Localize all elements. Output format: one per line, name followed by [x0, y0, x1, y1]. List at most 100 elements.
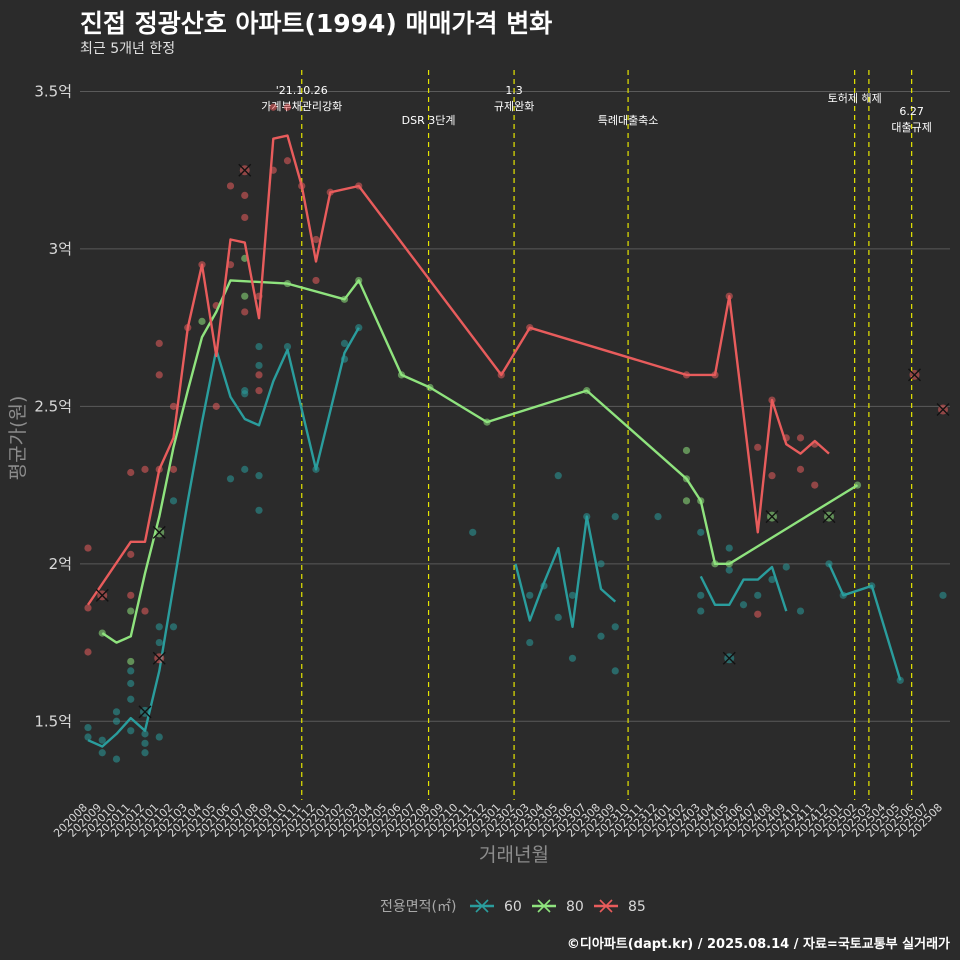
- point-85: [754, 443, 762, 451]
- x-axis-title: 거래년월: [479, 844, 549, 866]
- point-85: [169, 402, 178, 410]
- point-60: [155, 733, 163, 741]
- point-60: [127, 695, 135, 703]
- point-60: [611, 512, 619, 521]
- legend-label-80: 80: [566, 899, 584, 915]
- point-85: [241, 191, 249, 200]
- chart-subtitle: 최근 5개년 한정: [80, 41, 176, 57]
- point-80: [198, 317, 206, 325]
- line-80: [101, 279, 859, 644]
- point-80: [682, 497, 691, 505]
- point-60: [155, 638, 163, 647]
- point-60: [241, 387, 249, 395]
- line-60: [87, 327, 360, 748]
- point-60: [725, 566, 733, 574]
- legend-mark-85: [599, 899, 613, 913]
- point-60: [697, 607, 705, 615]
- cancelled-cross-60: [138, 705, 152, 719]
- cancelled-marks: [95, 163, 950, 719]
- point-60: [112, 708, 121, 716]
- cancelled-cross-80: [765, 510, 779, 524]
- event-label: 가계부채관리강화: [261, 100, 342, 113]
- line-60: [827, 563, 902, 681]
- event-label: DSR 3단계: [402, 114, 456, 127]
- point-60: [255, 472, 263, 480]
- point-85: [127, 550, 135, 558]
- point-60: [141, 730, 149, 738]
- point-85: [84, 604, 92, 612]
- cancelled-cross-60: [722, 651, 736, 665]
- event-label: 토허제 해제: [828, 91, 882, 105]
- point-60: [127, 679, 135, 688]
- point-60: [283, 342, 292, 351]
- point-85: [127, 591, 135, 599]
- event-label: 1.3: [505, 84, 523, 97]
- cancelled-cross-80: [822, 510, 836, 524]
- cancelled-cross-85: [936, 403, 950, 417]
- cancelled-cross-85: [238, 163, 252, 177]
- point-85: [312, 235, 320, 244]
- point-60: [611, 623, 619, 631]
- x-axis-ticks: 2020082020092020102020112020122021012021…: [51, 801, 945, 840]
- point-85: [169, 465, 178, 473]
- line-60: [699, 565, 788, 612]
- point-85: [226, 182, 235, 190]
- grid: [80, 90, 950, 722]
- point-85: [768, 472, 776, 480]
- point-85: [84, 544, 92, 552]
- point-60: [98, 736, 106, 744]
- event-label: 특례대출축소: [598, 114, 659, 127]
- point-60: [768, 575, 776, 584]
- point-80: [127, 657, 135, 666]
- point-60: [611, 667, 619, 675]
- point-85: [127, 468, 135, 477]
- point-60: [127, 727, 135, 735]
- line-60: [514, 515, 617, 628]
- point-85: [796, 465, 805, 473]
- point-60: [568, 591, 577, 599]
- point-60: [340, 339, 349, 348]
- cancelled-cross-80: [152, 525, 166, 539]
- point-60: [127, 667, 135, 675]
- point-80: [682, 446, 691, 455]
- legend-label-85: 85: [628, 899, 646, 915]
- point-85: [283, 103, 292, 111]
- point-60: [141, 749, 149, 757]
- chart-title: 진접 정광산호 아파트(1994) 매매가격 변화: [80, 9, 553, 38]
- event-label: 대출규제: [891, 121, 931, 134]
- series-lines: [87, 134, 902, 748]
- point-60: [255, 361, 263, 370]
- point-80: [127, 607, 135, 615]
- point-85: [312, 276, 320, 285]
- point-60: [112, 717, 121, 725]
- point-60: [169, 497, 178, 505]
- point-85: [141, 607, 149, 615]
- event-label: '21.10.26: [276, 84, 328, 97]
- point-60: [597, 632, 605, 640]
- point-85: [255, 371, 263, 379]
- point-85: [269, 103, 277, 111]
- y-tick-label: 3억: [49, 240, 72, 258]
- legend: 전용면적(㎡) 60 80 85: [380, 899, 646, 915]
- point-60: [796, 607, 805, 615]
- point-60: [98, 749, 106, 757]
- point-60: [112, 755, 121, 763]
- point-60: [554, 472, 562, 480]
- point-60: [554, 613, 562, 621]
- y-tick-label: 2억: [49, 555, 72, 573]
- point-85: [241, 213, 249, 222]
- point-60: [241, 465, 249, 473]
- y-tick-label: 2.5억: [34, 397, 72, 415]
- point-60: [255, 506, 263, 514]
- point-60: [84, 733, 92, 741]
- legend-label-60: 60: [504, 899, 522, 915]
- point-60: [169, 623, 178, 631]
- legend-mark-80: [537, 899, 551, 913]
- point-85: [283, 157, 292, 165]
- y-axis-title: 평균가(원): [7, 396, 29, 481]
- point-60: [469, 528, 477, 536]
- point-60: [725, 544, 733, 552]
- point-60: [697, 528, 705, 536]
- point-60: [654, 512, 662, 521]
